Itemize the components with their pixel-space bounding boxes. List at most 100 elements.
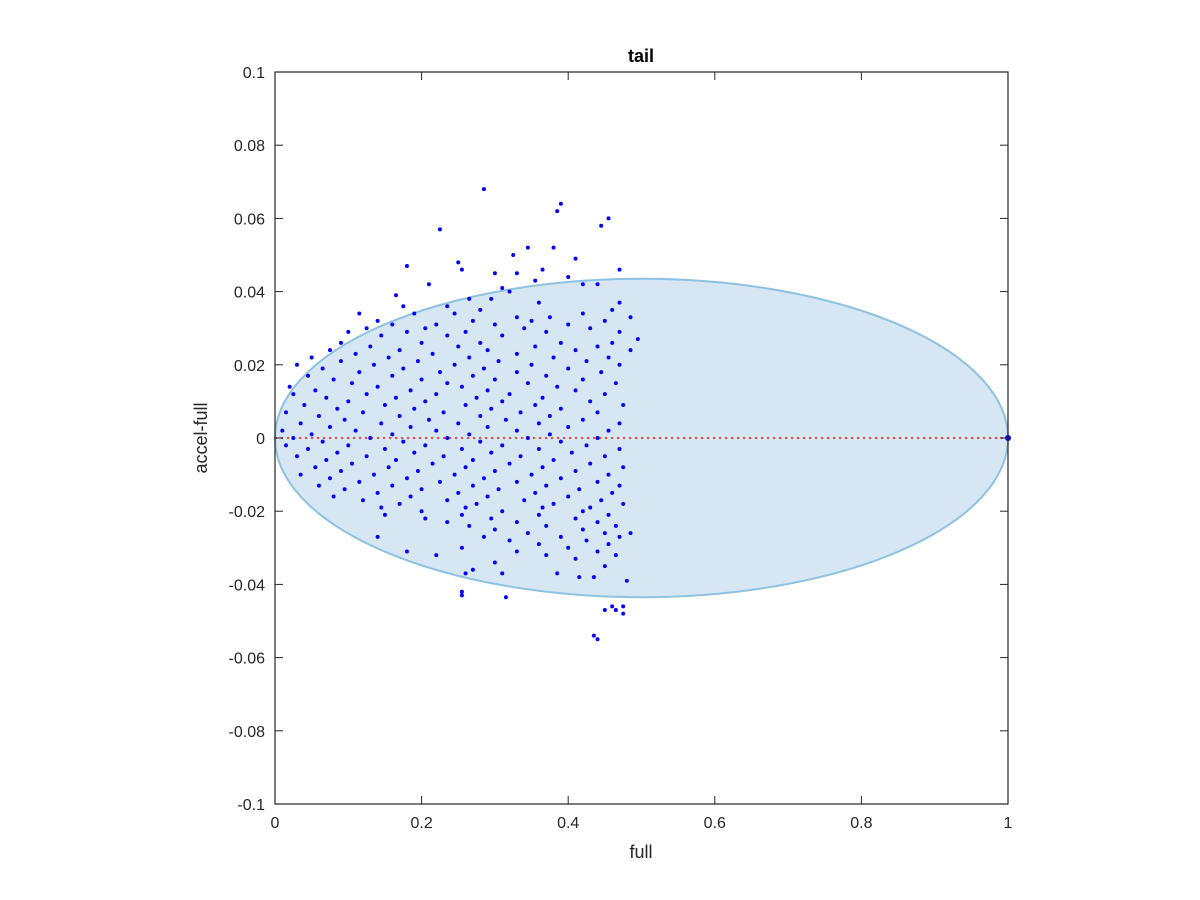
data-point [467,296,472,301]
data-point [522,326,527,331]
data-point [393,457,398,462]
data-point [390,373,395,378]
data-point [412,311,417,316]
x-tick-label: 0.6 [704,815,726,832]
data-point [595,637,600,642]
data-point [536,300,541,305]
data-point [496,359,501,364]
data-point [613,523,618,528]
data-point [430,351,435,356]
data-point [397,501,402,506]
data-point [544,329,549,334]
data-point [525,531,530,536]
data-point [536,446,541,451]
data-point [364,326,369,331]
data-point [401,366,406,371]
data-point [401,439,406,444]
data-point [463,403,468,408]
data-point [459,446,464,451]
data-point [467,432,472,437]
data-point [419,340,424,345]
data-point [463,465,468,470]
data-point [463,329,468,334]
data-point [533,344,538,349]
data-point [507,461,512,466]
data-point [386,465,391,470]
data-point [478,340,483,345]
data-point [518,410,523,415]
data-point [346,329,351,334]
data-point [547,414,552,419]
data-point [533,403,538,408]
data-point [558,406,563,411]
data-point [507,392,512,397]
data-point [540,465,545,470]
data-point [390,322,395,327]
data-point [379,505,384,510]
data-point [459,384,464,389]
plot-area [274,187,1011,642]
data-point [382,446,387,451]
data-point [621,501,626,506]
data-point [434,322,439,327]
data-point [529,362,534,367]
data-point [492,468,497,473]
data-point [621,403,626,408]
data-point [514,370,519,375]
data-point [316,483,321,488]
data-point [481,476,486,481]
data-point [353,428,358,433]
data-point [551,457,556,462]
data-point [452,472,457,477]
data-point [536,421,541,426]
data-point [573,348,578,353]
data-point [327,425,332,430]
data-point [463,505,468,510]
data-point [514,479,519,484]
data-point [591,633,596,638]
data-point [485,388,490,393]
y-tick-label: 0.08 [234,138,265,155]
data-point [595,549,600,554]
data-point [555,571,560,576]
data-point [621,604,626,609]
data-point [606,428,611,433]
data-point [580,527,585,532]
data-point [547,432,552,437]
y-tick-label: 0.04 [234,285,265,302]
data-point [324,457,329,462]
data-point [426,417,431,422]
data-point [401,304,406,309]
data-point [599,370,604,375]
x-tick-label: 1 [1004,815,1013,832]
data-point [313,465,318,470]
data-point [456,260,461,265]
data-point [500,285,505,290]
data-point [327,476,332,481]
data-point [309,432,314,437]
data-point [415,468,420,473]
data-point [540,395,545,400]
data-point [617,534,622,539]
data-point [610,604,615,609]
data-point [423,326,428,331]
data-point [412,450,417,455]
data-point [294,454,299,459]
data-point [514,549,519,554]
data-point [452,311,457,316]
data-point [580,311,585,316]
data-point [566,425,571,430]
data-point [338,340,343,345]
data-point [525,436,530,440]
data-point [595,410,600,415]
data-point [558,534,563,539]
data-point [533,278,538,283]
data-point [617,267,622,272]
data-point [492,322,497,327]
data-point [404,549,409,554]
x-tick-label: 0.8 [850,815,872,832]
data-point [610,340,615,345]
data-point [621,465,626,470]
data-point [470,483,475,488]
